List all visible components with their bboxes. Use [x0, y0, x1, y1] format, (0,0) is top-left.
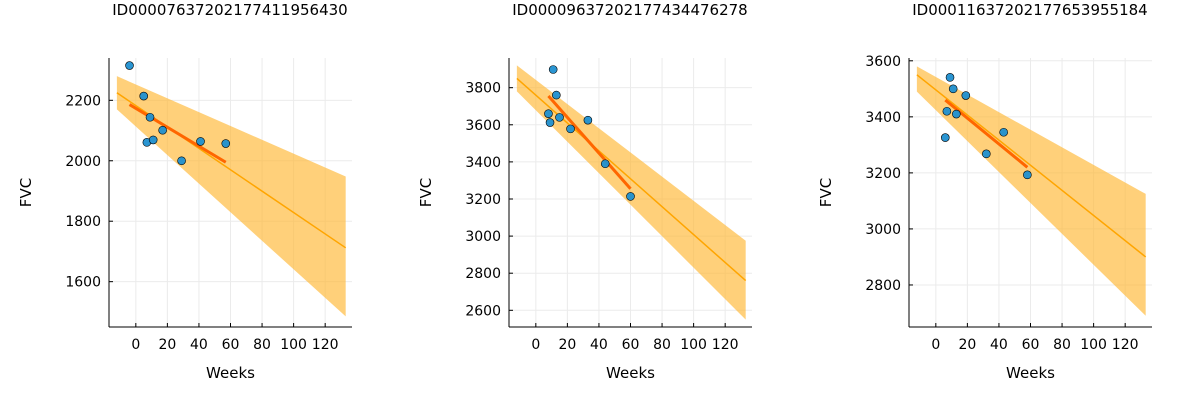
y-axis-label: FVC: [417, 178, 435, 207]
y-tick-label: 1800: [65, 214, 101, 230]
data-point: [158, 125, 167, 135]
y-tick-label: 3200: [465, 192, 501, 208]
y-tick-label: 2800: [465, 266, 501, 282]
data-point: [125, 61, 134, 70]
x-tick-label: 20: [158, 337, 176, 353]
y-tick-label: 3000: [465, 229, 501, 245]
y-tick-label: 3800: [465, 81, 501, 97]
y-tick-label: 3600: [465, 118, 501, 134]
chart-title: ID00007637202177411956430: [112, 1, 347, 19]
data-point: [548, 65, 558, 74]
data-point: [221, 139, 231, 148]
y-tick-label: 2000: [65, 154, 101, 170]
data-point: [552, 90, 561, 100]
chart-panel-1: 0 20 40 60 80 100 120 1600 1800 2000 2200 Weeks FVC I…: [17, 1, 352, 382]
y-tick-label: 3200: [865, 166, 901, 182]
x-tick-label: 60: [1022, 337, 1040, 353]
x-tick-label: 60: [622, 337, 640, 353]
x-tick-label: 100: [1080, 337, 1107, 353]
data-point: [952, 109, 961, 119]
y-tick-label: 3400: [865, 110, 901, 126]
data-point: [148, 135, 158, 145]
data-point: [982, 149, 991, 159]
y-tick-label: 3600: [865, 54, 901, 70]
chart-panel-3: 0 20 40 60 80 100 120 2800 3000 3200 3400 3600 Weeks…: [817, 1, 1152, 382]
x-tick-label: 120: [712, 337, 739, 353]
data-point: [945, 73, 955, 82]
data-point: [626, 192, 635, 201]
data-point: [139, 91, 149, 101]
y-tick-label: 2600: [465, 303, 501, 319]
x-axis-label: Weeks: [1006, 364, 1055, 382]
data-point: [544, 109, 553, 118]
data-point: [600, 159, 610, 169]
data-point: [999, 127, 1008, 137]
x-tick-label: 0: [131, 337, 140, 353]
chart-panel-2: 0 20 40 60 80 100 120 2600 2800 3000 3200 3400 3600 3…: [417, 1, 752, 382]
x-tick-label: 20: [558, 337, 576, 353]
data-point: [177, 156, 186, 166]
x-tick-label: 0: [531, 337, 540, 353]
prediction-mean-line: [916, 74, 1147, 258]
x-tick-label: 100: [680, 337, 707, 353]
y-axis-label: FVC: [17, 178, 35, 207]
x-tick-label: 40: [590, 337, 608, 353]
x-tick-label: 60: [222, 337, 240, 353]
prediction-mean-line: [516, 77, 747, 282]
data-point: [961, 91, 971, 100]
x-tick-label: 20: [958, 337, 976, 353]
data-point: [948, 84, 958, 94]
y-tick-label: 2200: [65, 93, 101, 109]
x-axis-label: Weeks: [206, 364, 255, 382]
y-tick-label: 3400: [465, 155, 501, 171]
fit-line: [547, 95, 632, 190]
x-tick-label: 40: [190, 337, 208, 353]
x-tick-label: 40: [990, 337, 1008, 353]
data-point: [1023, 170, 1032, 180]
x-tick-label: 100: [280, 337, 307, 353]
x-tick-label: 80: [253, 337, 271, 353]
prediction-band: [916, 66, 1146, 316]
chart-title: ID00011637202177653955184: [912, 1, 1147, 19]
chart-title: ID00009637202177434476278: [512, 1, 747, 19]
y-tick-label: 2800: [865, 278, 901, 294]
data-point: [145, 112, 155, 122]
prediction-band: [116, 76, 346, 317]
y-axis-label: FVC: [817, 178, 835, 207]
x-tick-label: 0: [931, 337, 940, 353]
data-point: [583, 115, 593, 125]
data-point: [196, 137, 205, 146]
x-axis-label: Weeks: [606, 364, 655, 382]
data-point: [555, 113, 564, 122]
x-tick-label: 80: [653, 337, 671, 353]
x-tick-label: 120: [1112, 337, 1139, 353]
data-point: [942, 106, 952, 116]
data-point: [545, 118, 555, 127]
x-tick-label: 120: [312, 337, 339, 353]
x-tick-label: 80: [1053, 337, 1071, 353]
fit-line: [128, 103, 227, 164]
y-tick-label: 3000: [865, 222, 901, 238]
data-point: [940, 133, 950, 142]
y-tick-label: 1600: [65, 275, 101, 291]
data-point: [566, 124, 575, 134]
